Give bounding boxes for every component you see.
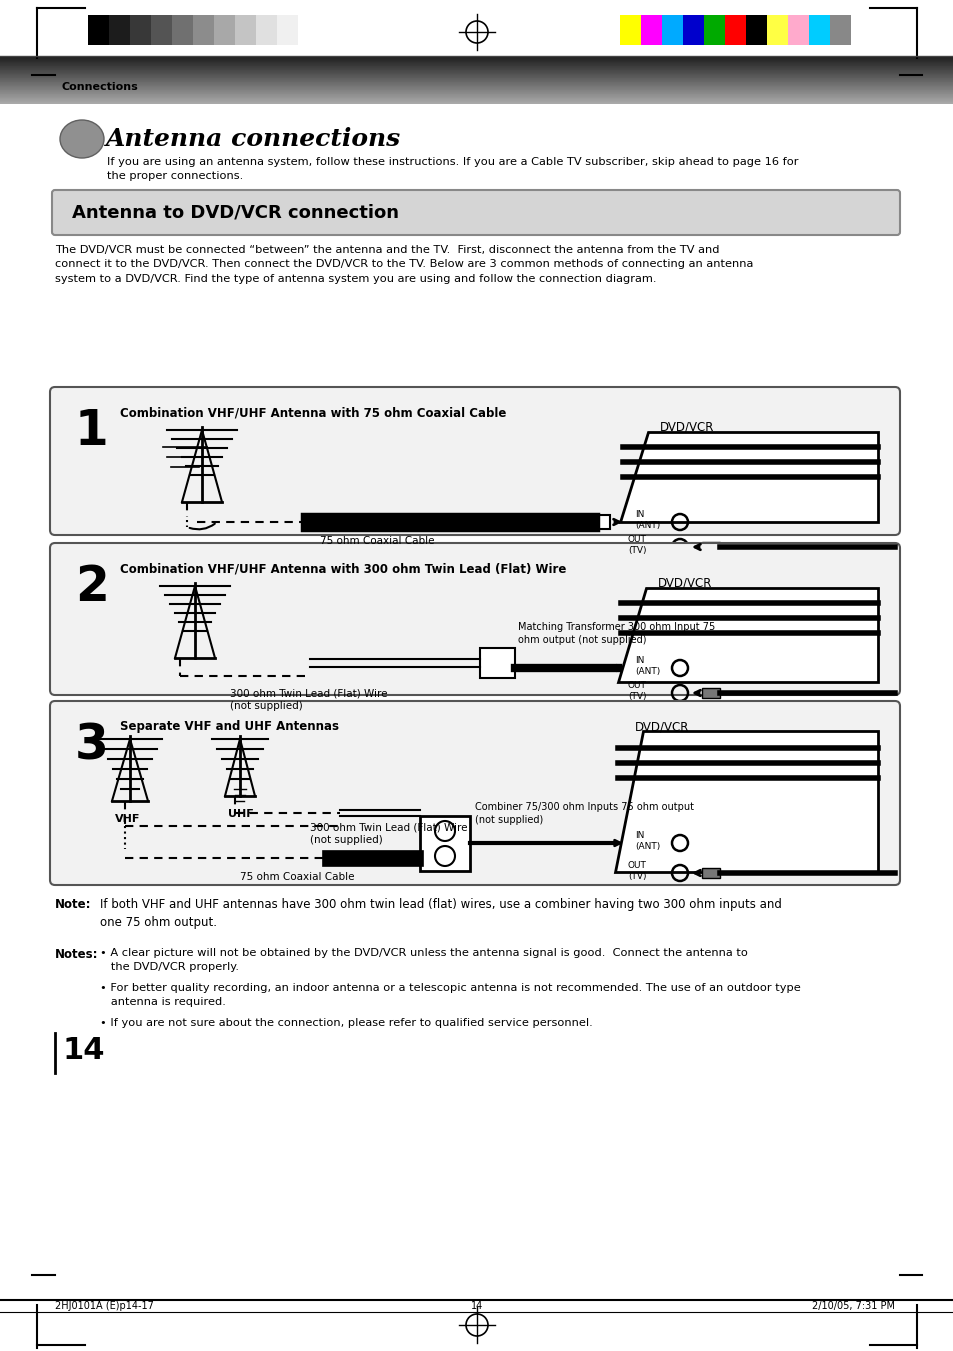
Text: DVD/VCR: DVD/VCR [659, 420, 714, 434]
Bar [701, 688, 720, 698]
Polygon shape [619, 432, 877, 521]
Text: IN
(ANT): IN (ANT) [635, 511, 659, 530]
Text: OUT
(TV): OUT (TV) [627, 535, 646, 555]
Text: OUT
(TV): OUT (TV) [627, 862, 646, 881]
Text: Note:: Note: [55, 898, 91, 911]
FancyBboxPatch shape [50, 701, 899, 885]
Bar [724, 15, 745, 45]
Bar [766, 15, 787, 45]
Bar [701, 542, 720, 553]
Text: 300 ohm Twin Lead (Flat) Wire
(not supplied): 300 ohm Twin Lead (Flat) Wire (not suppl… [310, 821, 467, 846]
Bar [787, 15, 808, 45]
Text: Antenna to DVD/VCR connection: Antenna to DVD/VCR connection [71, 204, 398, 222]
Bar [703, 15, 724, 45]
Bar [193, 15, 213, 45]
Text: DVD/VCR: DVD/VCR [658, 576, 712, 589]
Text: • A clear picture will not be obtained by the DVD/VCR unless the antenna signal : • A clear picture will not be obtained b… [100, 948, 747, 971]
Text: OUT
(TV): OUT (TV) [627, 681, 646, 701]
Text: The DVD/VCR must be connected “between” the antenna and the TV.  First, disconne: The DVD/VCR must be connected “between” … [55, 245, 753, 284]
Text: VHF: VHF [115, 815, 140, 824]
Text: DVD/VCR: DVD/VCR [635, 720, 689, 734]
Text: 3: 3 [75, 721, 109, 769]
Text: 2: 2 [75, 563, 109, 611]
Text: IN
(ANT): IN (ANT) [635, 831, 659, 851]
Text: 2HJ0101A (E)p14-17: 2HJ0101A (E)p14-17 [55, 1301, 153, 1310]
Text: Antenna connections: Antenna connections [106, 127, 401, 151]
Text: Combiner 75/300 ohm Inputs 75 ohm output
(not supplied): Combiner 75/300 ohm Inputs 75 ohm output… [475, 802, 693, 825]
Text: • If you are not sure about the connection, please refer to qualified service pe: • If you are not sure about the connecti… [100, 1019, 592, 1028]
Bar [661, 15, 682, 45]
Text: • For better quality recording, an indoor antenna or a telescopic antenna is not: • For better quality recording, an indoo… [100, 984, 800, 1006]
Bar [213, 15, 234, 45]
FancyBboxPatch shape [50, 386, 899, 535]
Bar [419, 816, 470, 871]
Bar [701, 867, 720, 878]
FancyBboxPatch shape [50, 543, 899, 694]
Bar [234, 15, 255, 45]
Text: 75 ohm Coaxial Cable: 75 ohm Coaxial Cable [319, 536, 434, 546]
Text: 14: 14 [62, 1036, 105, 1065]
Bar [808, 15, 829, 45]
Text: Notes:: Notes: [55, 948, 98, 961]
Text: 14: 14 [471, 1301, 482, 1310]
Text: Matching Transformer 300 ohm Input 75
ohm output (not supplied): Matching Transformer 300 ohm Input 75 oh… [517, 621, 715, 644]
Text: IN
(ANT): IN (ANT) [635, 657, 659, 676]
Bar [109, 15, 130, 45]
FancyBboxPatch shape [52, 190, 899, 235]
Bar [130, 15, 151, 45]
Bar [276, 15, 297, 45]
Polygon shape [618, 588, 877, 682]
Text: 2/10/05, 7:31 PM: 2/10/05, 7:31 PM [811, 1301, 894, 1310]
Bar [682, 15, 703, 45]
Text: 1: 1 [75, 407, 109, 455]
Bar [745, 15, 766, 45]
Text: Combination VHF/UHF Antenna with 75 ohm Coaxial Cable: Combination VHF/UHF Antenna with 75 ohm … [120, 407, 506, 419]
Text: Separate VHF and UHF Antennas: Separate VHF and UHF Antennas [120, 720, 338, 734]
Bar [255, 15, 276, 45]
Text: Combination VHF/UHF Antenna with 300 ohm Twin Lead (Flat) Wire: Combination VHF/UHF Antenna with 300 ohm… [120, 562, 566, 576]
Text: Connections: Connections [62, 82, 138, 92]
Bar [479, 648, 515, 678]
Text: If both VHF and UHF antennas have 300 ohm twin lead (flat) wires, use a combiner: If both VHF and UHF antennas have 300 oh… [100, 898, 781, 929]
Bar [88, 15, 109, 45]
Bar [151, 15, 172, 45]
Text: 300 ohm Twin Lead (Flat) Wire
(not supplied): 300 ohm Twin Lead (Flat) Wire (not suppl… [230, 688, 387, 711]
Bar [297, 15, 318, 45]
Text: 75 ohm Coaxial Cable: 75 ohm Coaxial Cable [240, 871, 355, 882]
Ellipse shape [60, 120, 104, 158]
Bar [619, 15, 640, 45]
Bar [829, 15, 850, 45]
Bar [589, 515, 609, 530]
Bar [640, 15, 661, 45]
Text: UHF: UHF [228, 809, 253, 819]
Bar [172, 15, 193, 45]
Text: If you are using an antenna system, follow these instructions. If you are a Cabl: If you are using an antenna system, foll… [107, 157, 798, 181]
Polygon shape [615, 731, 877, 871]
